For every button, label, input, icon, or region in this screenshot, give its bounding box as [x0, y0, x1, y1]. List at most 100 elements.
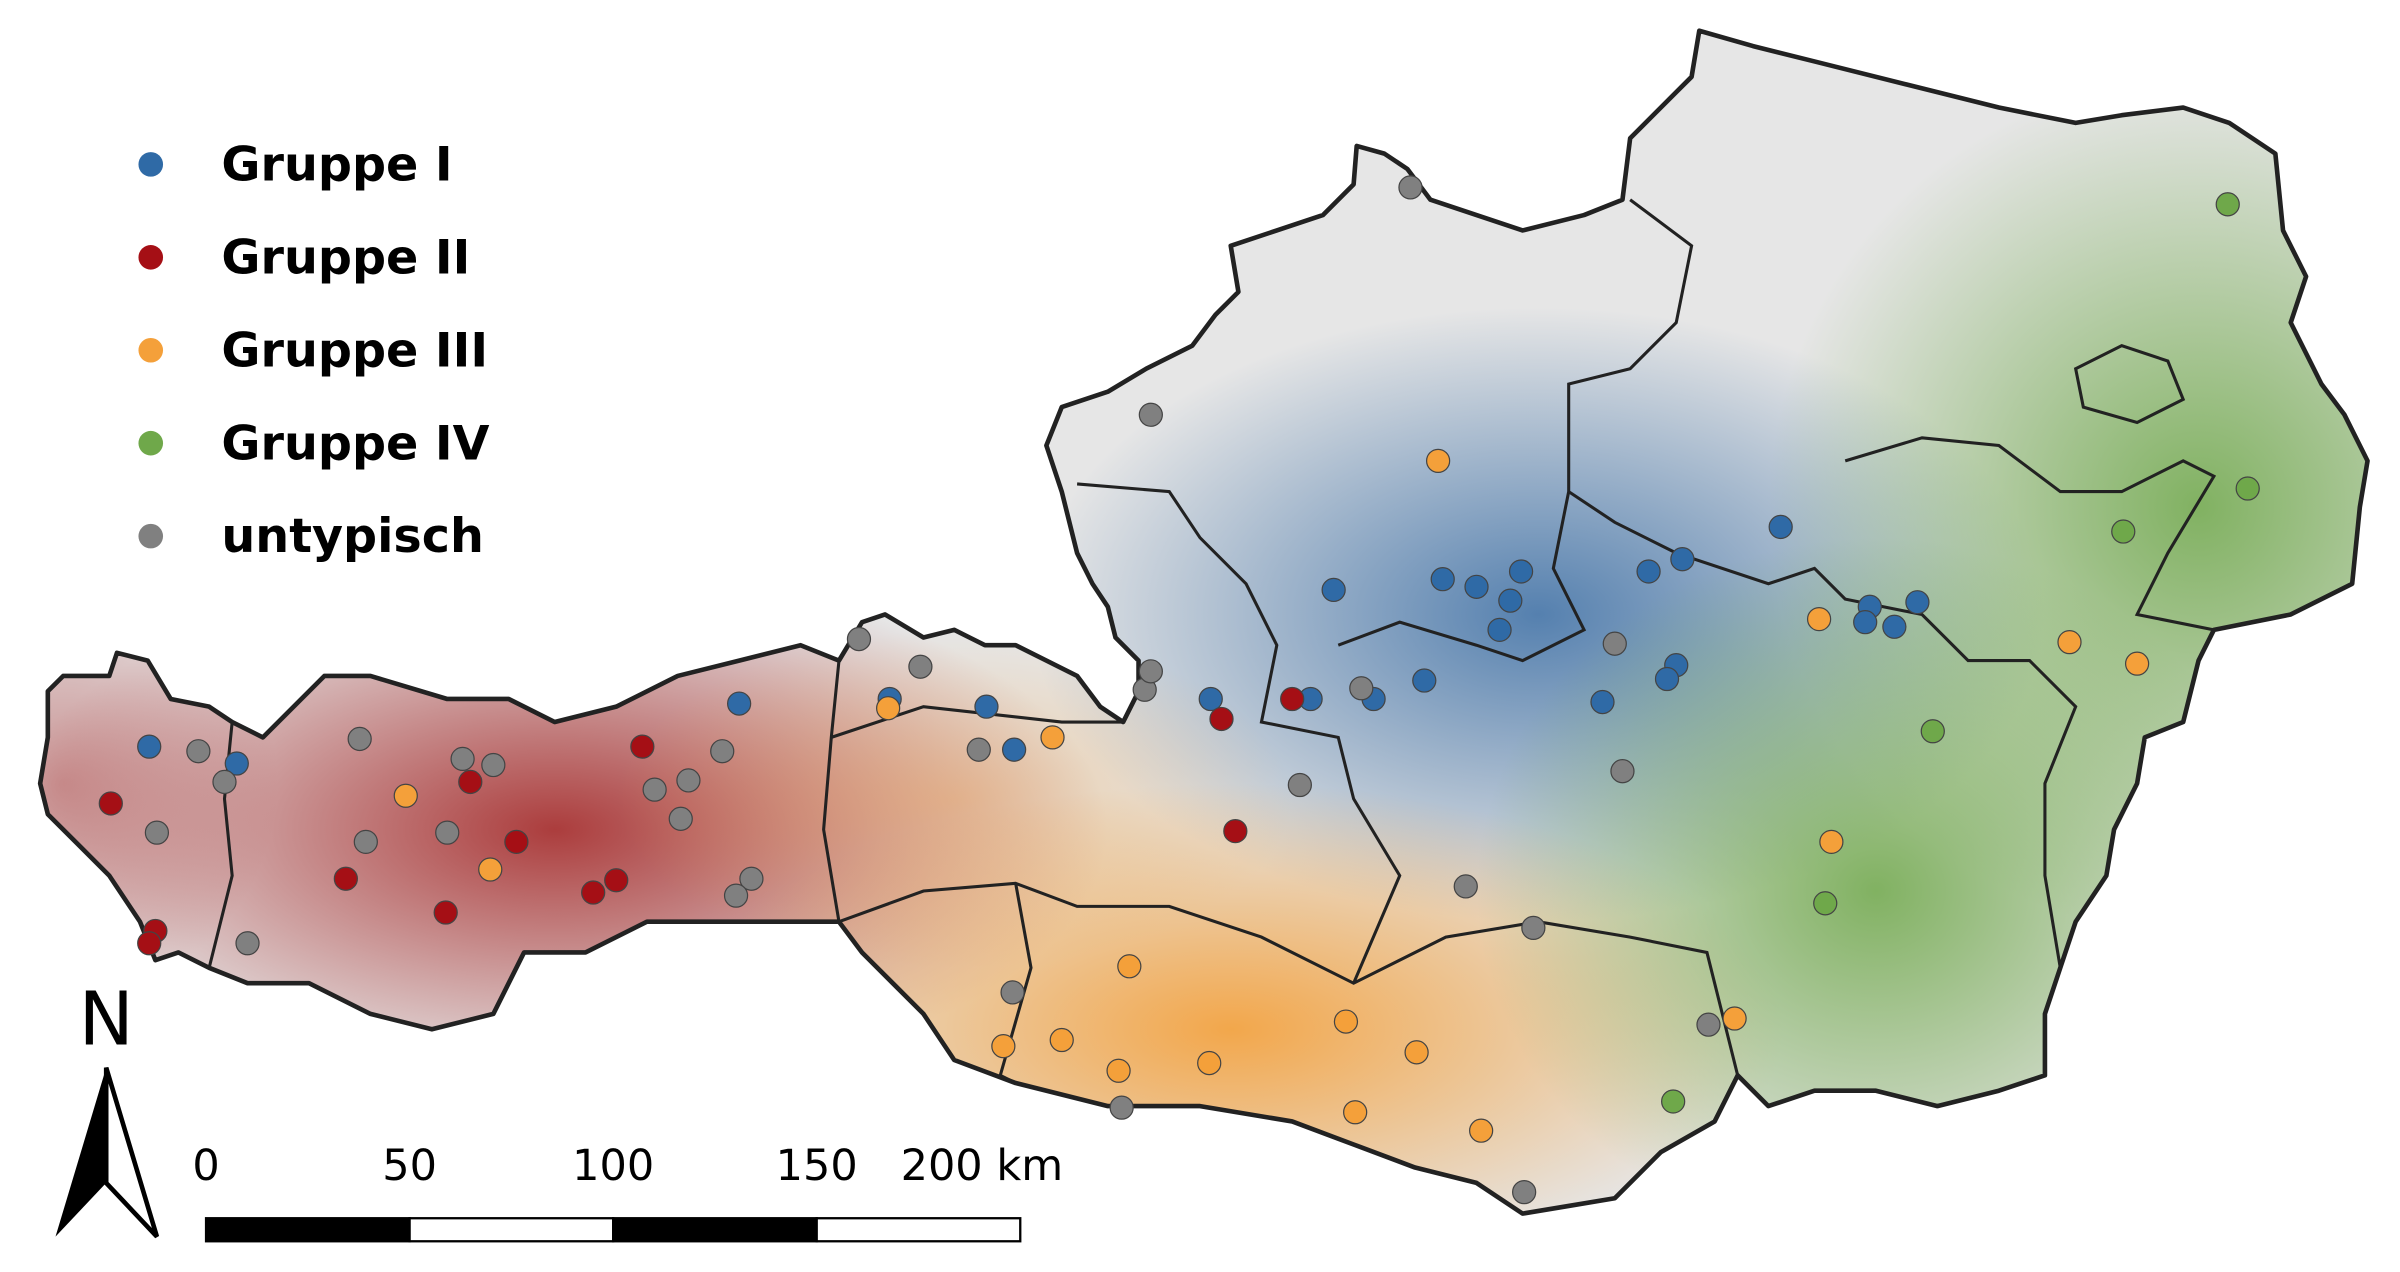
sample-point: [98, 791, 123, 816]
sample-point: [630, 734, 655, 759]
sample-point: [433, 900, 458, 925]
legend-label: Gruppe IV: [221, 416, 489, 471]
sample-point: [1398, 175, 1423, 200]
sample-point: [1049, 1027, 1074, 1053]
sample-point: [1333, 1009, 1359, 1034]
sample-point: [2111, 519, 2136, 544]
sample-point: [458, 769, 483, 795]
sample-point: [1590, 689, 1615, 715]
sample-point: [212, 769, 237, 795]
sample-point: [1768, 514, 1793, 540]
north-label: N: [79, 978, 134, 1063]
scale-label: 150: [776, 1141, 858, 1191]
sample-point: [450, 746, 475, 772]
north-arrow-left: [55, 1067, 107, 1237]
sample-point: [1280, 686, 1305, 712]
sample-point: [1670, 547, 1695, 572]
sample-point: [353, 829, 378, 854]
sample-point: [1117, 954, 1142, 979]
sample-point: [1464, 574, 1489, 599]
sample-point: [2124, 651, 2150, 676]
sample-point: [1000, 980, 1025, 1005]
sample-point: [710, 739, 735, 764]
scale-segment: [612, 1217, 818, 1243]
scale-segment: [204, 1217, 411, 1243]
legend-label: untypisch: [221, 509, 483, 564]
sample-point: [908, 654, 933, 679]
scale-label: 200 km: [901, 1141, 1064, 1191]
sample-point: [1321, 577, 1346, 603]
sample-point: [1106, 1058, 1131, 1083]
legend-swatch: [138, 337, 164, 363]
sample-point: [1610, 759, 1635, 784]
legend-swatch: [138, 523, 164, 549]
sample-point: [1512, 1179, 1537, 1205]
sample-point: [604, 868, 629, 893]
sample-point: [1404, 1040, 1429, 1065]
sample-point: [186, 739, 211, 764]
sample-point: [2215, 192, 2240, 217]
sample-point: [723, 883, 749, 908]
sample-point: [1468, 1118, 1494, 1143]
sample-point: [1905, 590, 1930, 615]
sample-point: [739, 866, 764, 891]
sample-point: [1453, 874, 1478, 899]
sample-point: [1138, 659, 1163, 684]
sample-point: [642, 777, 667, 802]
legend-swatch: [138, 245, 164, 270]
country-border: [37, 28, 2370, 1216]
sample-point: [1498, 588, 1523, 613]
sample-point: [347, 726, 372, 752]
sample-point: [1425, 448, 1451, 474]
legend: Gruppe I Gruppe II Gruppe III Gruppe IV unty…: [138, 137, 490, 564]
sample-point: [393, 783, 418, 808]
sample-point: [144, 820, 170, 845]
scale-label: 50: [382, 1141, 437, 1191]
sample-point: [974, 694, 999, 719]
sample-point: [966, 737, 991, 762]
sample-point: [1521, 915, 1546, 941]
sample-point: [481, 752, 506, 778]
legend-swatch: [138, 430, 164, 456]
north-arrow-right: [103, 1067, 160, 1239]
sample-point: [235, 931, 260, 956]
sample-point: [1654, 666, 1680, 692]
sample-point: [137, 734, 162, 759]
sample-point: [1920, 719, 1945, 744]
sample-point: [478, 857, 503, 882]
sample-point: [1109, 1095, 1134, 1120]
sample-point: [846, 626, 872, 652]
sample-point: [991, 1034, 1016, 1059]
scale-label: 100: [572, 1141, 654, 1191]
sample-point: [1813, 891, 1838, 916]
sample-point: [1349, 676, 1374, 701]
sample-point: [876, 696, 901, 721]
legend-swatch: [138, 152, 164, 177]
sample-point: [435, 820, 460, 845]
sample-point: [1138, 402, 1163, 427]
sample-point: [1853, 610, 1878, 635]
sample-point: [726, 691, 752, 716]
legend-label: Gruppe III: [221, 323, 488, 378]
legend-label: Gruppe II: [221, 230, 470, 285]
sample-point: [1602, 631, 1627, 656]
sample-point: [1696, 1012, 1721, 1037]
sample-point: [1819, 829, 1844, 854]
sample-point: [1661, 1089, 1686, 1114]
sample-point: [1343, 1100, 1368, 1125]
sample-point: [1636, 559, 1661, 584]
sample-point: [504, 829, 529, 854]
sample-point: [1412, 668, 1437, 693]
sample-point: [1040, 725, 1065, 750]
sample-point: [1882, 614, 1907, 639]
scale-label: 0: [192, 1141, 219, 1191]
sample-point: [1287, 772, 1312, 798]
scale-segment: [408, 1217, 615, 1243]
sample-point: [1722, 1006, 1747, 1031]
sample-point: [1508, 559, 1534, 584]
sample-point: [1806, 606, 1832, 632]
sample-point: [1487, 617, 1512, 642]
sample-point: [2057, 630, 2082, 655]
